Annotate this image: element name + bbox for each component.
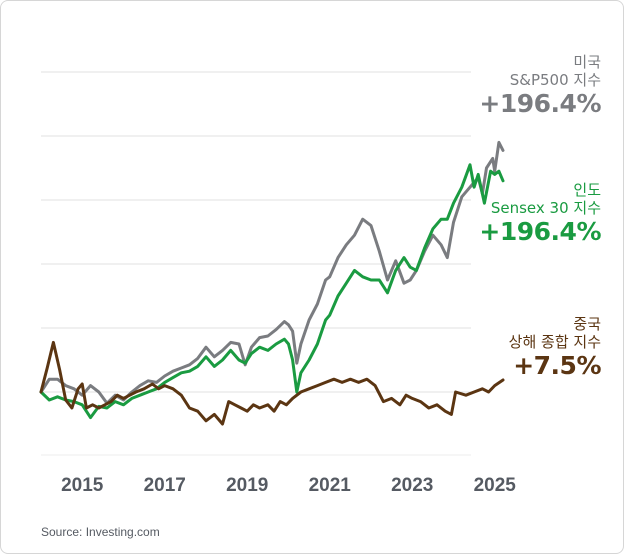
series-subname-china: 상해 종합 지수 xyxy=(508,333,601,351)
x-tick-label: 2015 xyxy=(61,475,104,496)
x-axis-ticks: 2015 2017 2019 2021 2023 2025 xyxy=(61,475,516,496)
x-tick-label: 2017 xyxy=(144,475,186,496)
series-name-us: 미국 xyxy=(573,53,601,71)
series-value-us: +196.4% xyxy=(479,89,601,118)
source-note: Source: Investing.com xyxy=(41,525,160,539)
series-line-china xyxy=(39,340,505,426)
legend-china: 중국 상해 종합 지수 +7.5% xyxy=(508,315,602,381)
x-tick-label: 2025 xyxy=(474,475,517,496)
series-name-india: 인도 xyxy=(573,181,601,199)
gridlines xyxy=(41,71,471,456)
series-line-india xyxy=(39,163,505,420)
x-tick-label: 2019 xyxy=(226,475,268,496)
legend-us: 미국 S&P500 지수 +196.4% xyxy=(479,53,601,119)
series-value-china: +7.5% xyxy=(513,351,601,380)
series-lines xyxy=(39,140,505,426)
x-tick-label: 2021 xyxy=(309,475,352,496)
series-subname-us: S&P500 지수 xyxy=(509,71,601,89)
series-line-us xyxy=(39,140,505,405)
series-subname-india: Sensex 30 지수 xyxy=(490,199,601,217)
series-name-china: 중국 xyxy=(573,315,601,333)
x-tick-label: 2023 xyxy=(391,475,433,496)
legend-india: 인도 Sensex 30 지수 +196.4% xyxy=(479,181,601,247)
series-value-india: +196.4% xyxy=(479,217,601,246)
